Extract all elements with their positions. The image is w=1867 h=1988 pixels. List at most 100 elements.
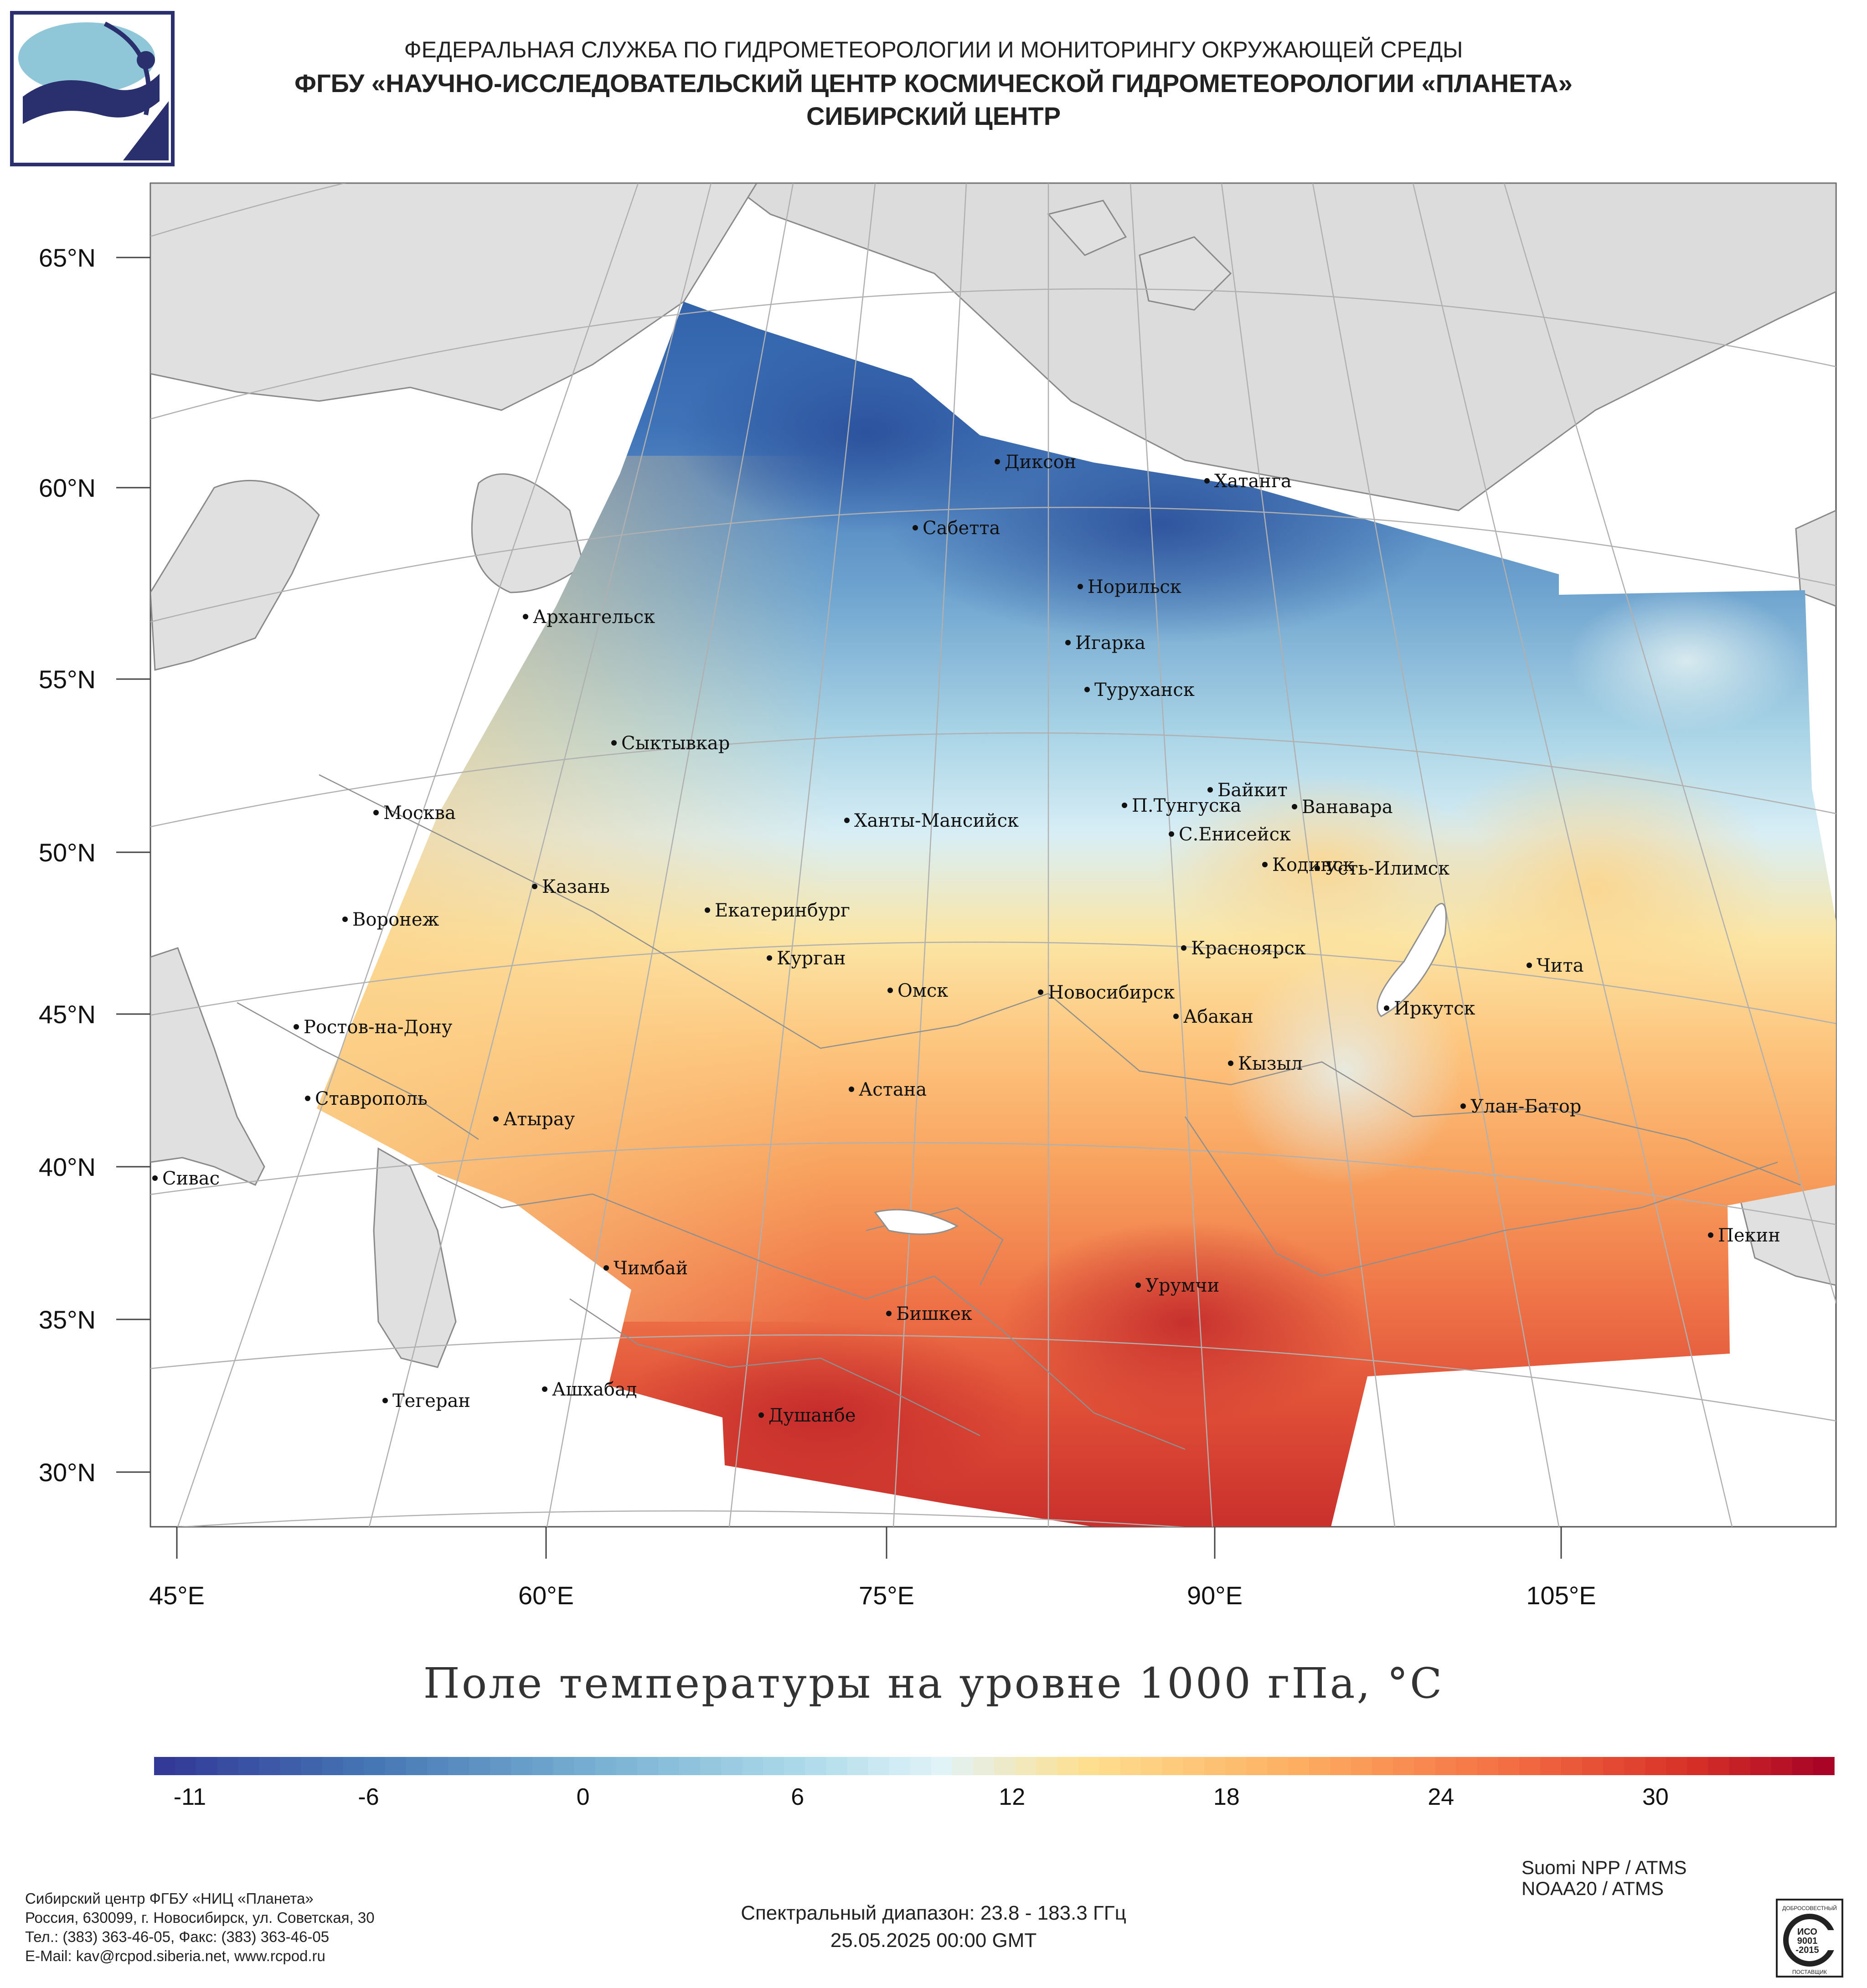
colorbar-cell <box>469 1757 490 1775</box>
city-label: Тегеран <box>392 1391 470 1411</box>
colorbar-cell <box>1372 1757 1394 1775</box>
planeta-logo <box>10 11 175 166</box>
city-marker <box>305 1096 310 1101</box>
header-ministry: ФЕДЕРАЛЬНАЯ СЛУЖБА ПО ГИДРОМЕТЕОРОЛОГИИ … <box>404 37 1463 62</box>
colorbar-cell <box>847 1757 869 1775</box>
city-label: Омск <box>897 980 948 1001</box>
colorbar-cell <box>1330 1757 1352 1775</box>
city-label: Москва <box>383 803 456 824</box>
city-marker <box>1173 1014 1179 1019</box>
city-label: Новосибирск <box>1048 982 1175 1003</box>
colorbar-cell <box>490 1757 512 1775</box>
city-marker <box>373 810 379 815</box>
colorbar-cell <box>1246 1757 1268 1775</box>
colorbar-cell <box>1057 1757 1079 1775</box>
colorbar-cell <box>1624 1757 1646 1775</box>
city-marker <box>1292 804 1297 809</box>
iso-badge-line1: ИСО <box>1797 1927 1817 1937</box>
iso-certification-badge: ДОБРОСОВЕСТНЫЙ ИСО 9001 -2015 ПОСТАВЩИК <box>1776 1899 1843 1978</box>
city-label: Диксон <box>1005 452 1076 473</box>
colorbar-tick-label: 30 <box>1642 1784 1669 1810</box>
city-marker <box>294 1024 299 1030</box>
city-marker <box>1315 865 1320 871</box>
city-marker <box>611 740 617 746</box>
city-label: С.Енисейск <box>1179 824 1291 845</box>
city-marker <box>1135 1282 1141 1288</box>
lat-label: 35°N <box>39 1305 96 1334</box>
colorbar-cell <box>427 1757 449 1775</box>
colorbar-cell <box>217 1757 239 1775</box>
colorbar-cell <box>1183 1757 1205 1775</box>
colorbar-tick-label: 0 <box>577 1784 590 1810</box>
colorbar-cell <box>1687 1757 1709 1775</box>
lat-label: 45°N <box>39 1000 96 1029</box>
city-label: Екатеринбург <box>715 900 850 921</box>
colorbar-cell <box>826 1757 848 1775</box>
city-label: Туруханск <box>1094 680 1195 700</box>
colorbar-cell <box>1645 1757 1667 1775</box>
colorbar-cell <box>1120 1757 1142 1775</box>
colorbar-cell <box>1603 1757 1625 1775</box>
city-marker <box>1460 1103 1466 1109</box>
city-label: Ашхабад <box>552 1379 637 1400</box>
colorbar-cell <box>238 1757 260 1775</box>
city-label: Кодинск <box>1272 855 1354 876</box>
colorbar-cell <box>1519 1757 1541 1775</box>
lon-label: 90°E <box>1187 1581 1243 1610</box>
lon-label: 45°E <box>149 1581 205 1610</box>
colorbar-cell <box>1015 1757 1037 1775</box>
colorbar-tick-label: -11 <box>174 1784 206 1810</box>
city-label: Воронеж <box>352 909 439 930</box>
city-marker <box>1204 478 1210 484</box>
city-label: Кызыл <box>1238 1053 1303 1074</box>
colorbar-cell <box>910 1757 932 1775</box>
colorbar-cell <box>1141 1757 1163 1775</box>
city-label: Казань <box>542 876 610 897</box>
city-marker <box>844 818 850 823</box>
colorbar-cell <box>1477 1757 1499 1775</box>
colorbar-tick-label: 12 <box>999 1784 1025 1810</box>
city-label: Астана <box>859 1079 927 1100</box>
colorbar-cell <box>994 1757 1016 1775</box>
footer-phone: Тел.: (383) 363-46-05, Факс: (383) 363-4… <box>25 1928 330 1945</box>
colorbar-cell <box>175 1757 196 1775</box>
colorbar-ticks: -11 -6 0 6 12 18 24 30 <box>174 1784 1669 1810</box>
colorbar-cell <box>553 1757 575 1775</box>
footer-organization: Сибирский центр ФГБУ «НИЦ «Планета» Росс… <box>25 1889 375 1966</box>
colorbar-cell <box>448 1757 469 1775</box>
colorbar-cell <box>616 1757 638 1775</box>
colorbar-cell <box>889 1757 911 1775</box>
colorbar-cell <box>1771 1757 1793 1775</box>
city-marker <box>532 884 537 889</box>
temperature-map: Диксон Хатанга Сабетта Норильск Архангельск И… <box>39 182 1837 1610</box>
city-label: Урумчи <box>1145 1275 1219 1296</box>
colorbar-cell <box>679 1757 701 1775</box>
colorbar-cell <box>511 1757 533 1775</box>
footer-address: Россия, 630099, г. Новосибирск, ул. Сове… <box>25 1909 375 1926</box>
spectral-range: Спектральный диапазон: 23.8 - 183.3 ГГц <box>741 1902 1126 1924</box>
lat-label: 50°N <box>39 838 96 867</box>
header-center: СИБИРСКИЙ ЦЕНТР <box>806 102 1061 130</box>
colorbar-cell <box>1561 1757 1583 1775</box>
colorbar-cell <box>1456 1757 1478 1775</box>
colorbar-cell <box>1036 1757 1058 1775</box>
temperature-swath <box>317 302 1836 1527</box>
lat-label: 30°N <box>39 1458 96 1487</box>
colorbar-cell <box>1288 1757 1310 1775</box>
colorbar-tick-label: 6 <box>791 1784 804 1810</box>
colorbar-cell <box>931 1757 953 1775</box>
city-label: Сыктывкар <box>621 733 730 754</box>
lat-label: 65°N <box>39 243 96 272</box>
colorbar-tick-label: 18 <box>1213 1784 1240 1810</box>
city-marker <box>887 988 893 993</box>
colorbar-cell <box>868 1757 890 1775</box>
city-label: Чимбай <box>614 1258 688 1279</box>
city-marker <box>886 1311 892 1316</box>
city-marker <box>758 1412 764 1418</box>
colorbar-cell <box>1498 1757 1520 1775</box>
colorbar-cell <box>700 1757 722 1775</box>
city-marker <box>767 955 772 961</box>
city-marker <box>1122 803 1127 808</box>
city-label: П.Тунгуска <box>1132 795 1241 816</box>
colorbar-cell <box>1351 1757 1373 1775</box>
